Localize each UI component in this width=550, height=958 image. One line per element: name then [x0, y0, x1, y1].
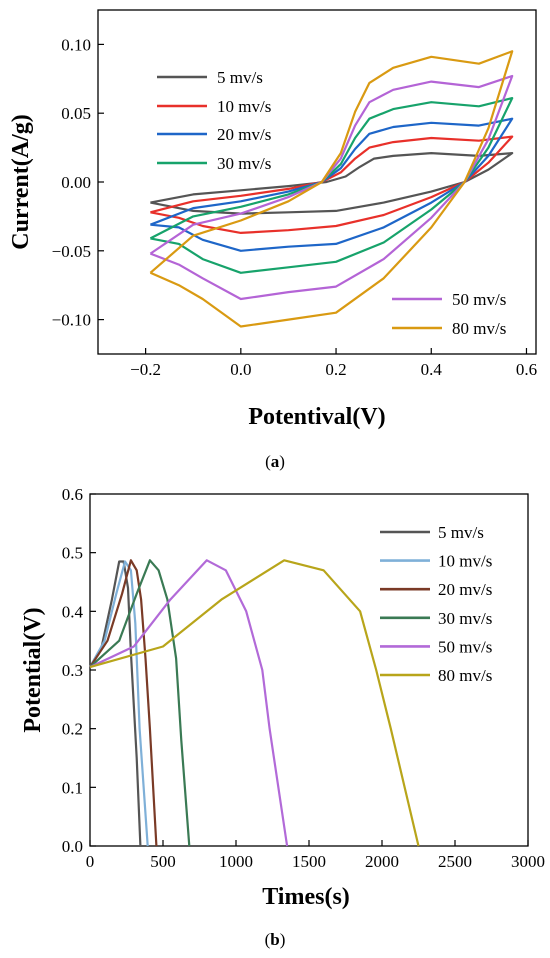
x-tick-label: 0.6 [516, 360, 537, 379]
gcd-series-6 [89, 559, 420, 847]
x-axis-label: Potentival(V) [248, 404, 385, 430]
x-tick-label: 3000 [511, 852, 545, 871]
legend-label: 5 mv/s [438, 523, 484, 542]
x-tick-label: 1500 [292, 852, 326, 871]
y-tick-label: 0.6 [62, 485, 83, 504]
x-tick-label: 2000 [365, 852, 399, 871]
y-tick-label: −0.05 [52, 242, 91, 261]
y-tick-label: −0.10 [52, 311, 91, 330]
y-tick-label: 0.10 [61, 35, 91, 54]
x-tick-label: 0 [86, 852, 95, 871]
x-axis-label: Times(s) [262, 884, 350, 910]
y-tick-label: 0.4 [62, 602, 84, 621]
x-tick-label: −0.2 [130, 360, 161, 379]
x-tick-label: 0.0 [230, 360, 251, 379]
y-tick-label: 0.2 [62, 720, 83, 739]
cv-chart: −0.2 0.0 0.2 0.4 0.6 −0.10 −0.05 0.00 0.05 0.10 Po… [8, 9, 537, 430]
cv-series-5 [149, 74, 514, 301]
panel-label-a-text: a [270, 452, 280, 471]
legend-label: 30 mv/s [438, 609, 492, 628]
x-tick-label: 1000 [219, 852, 253, 871]
legend-label: 20 mv/s [217, 125, 271, 144]
y-tick-label: 0.1 [62, 778, 83, 797]
panel-label-b-text: b [270, 930, 280, 949]
y-tick-label: 0.00 [61, 173, 91, 192]
panel-label-a: (a) [265, 452, 285, 471]
legend-label: 20 mv/s [438, 580, 492, 599]
gcd-chart: 0 500 1000 1500 2000 2500 3000 0.0 0.1 0.2 0.3 0.4 0… [20, 485, 545, 910]
y-tick-label: 0.0 [62, 837, 83, 856]
legend-label: 10 mv/s [217, 97, 271, 116]
x-tick-label: 500 [150, 852, 176, 871]
legend-label: 30 mv/s [217, 154, 271, 173]
gcd-series-4 [89, 559, 191, 847]
gcd-series-3 [89, 559, 158, 847]
legend-label: 80 mv/s [438, 666, 492, 685]
legend-label: 10 mv/s [438, 552, 492, 571]
y-tick-label: 0.5 [62, 544, 83, 563]
x-tick-label: 2500 [438, 852, 472, 871]
x-tick-label: 0.2 [325, 360, 346, 379]
legend-label: 5 mv/s [217, 68, 263, 87]
y-tick-label: 0.3 [62, 661, 83, 680]
gcd-series-1 [89, 560, 142, 847]
y-axis-label: Potential(V) [20, 607, 46, 732]
legend-label: 50 mv/s [452, 290, 506, 309]
gcd-series-2 [89, 560, 149, 847]
panel-label-b: (b) [264, 930, 286, 949]
legend-label: 80 mv/s [452, 319, 506, 338]
cv-series-6 [149, 50, 514, 328]
gcd-series-5 [89, 559, 289, 847]
y-axis-label: Current(A/g) [8, 114, 34, 250]
cv-series-2 [150, 135, 514, 234]
x-tick-label: 0.4 [421, 360, 443, 379]
legend-label: 50 mv/s [438, 637, 492, 656]
y-tick-label: 0.05 [61, 104, 91, 123]
